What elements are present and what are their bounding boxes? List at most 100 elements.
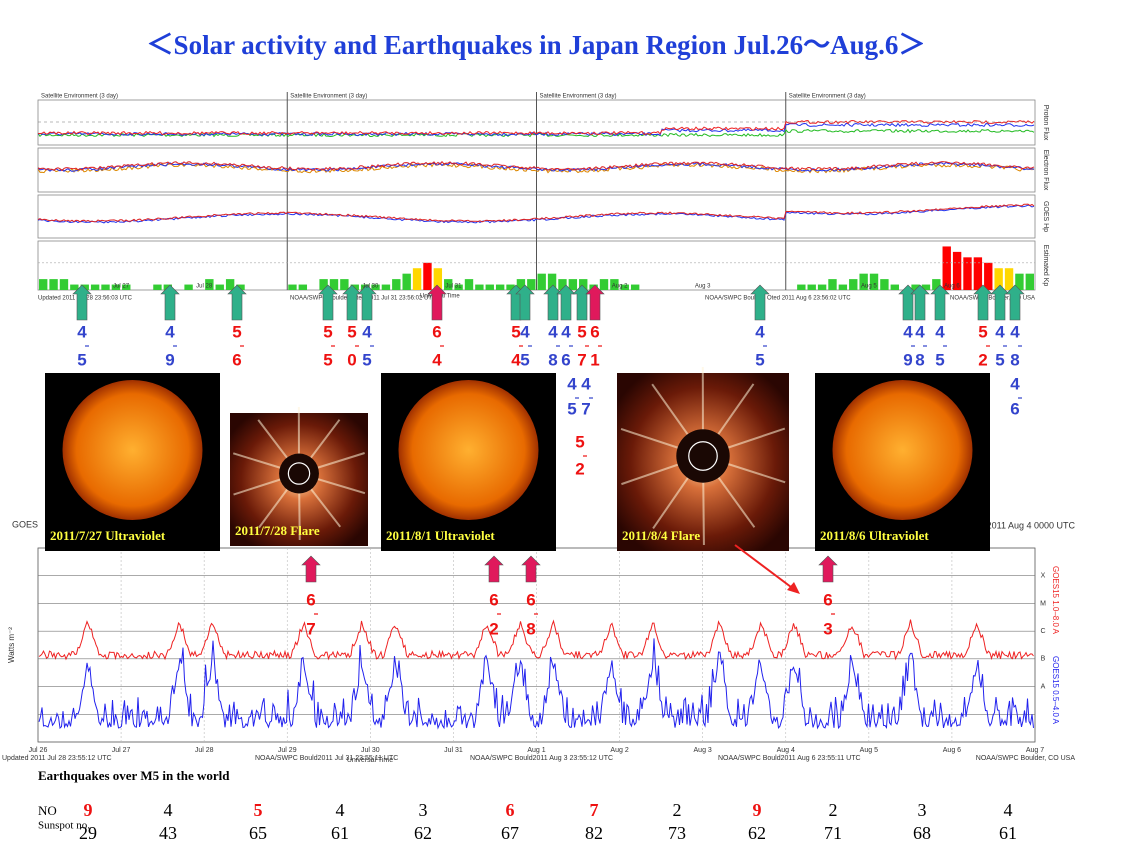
quake-mag-int: 5 xyxy=(575,432,584,451)
flare-mag-int: 6 xyxy=(823,590,832,609)
quake-mag-int: 4 xyxy=(995,322,1005,341)
kp-bar xyxy=(599,279,609,290)
kp-bar xyxy=(932,279,941,290)
kp-bar xyxy=(558,279,567,290)
kp-bar xyxy=(454,284,463,290)
flux-trace xyxy=(37,122,1035,137)
table-cell: 3 xyxy=(918,800,927,820)
table-cell: 61 xyxy=(999,823,1017,843)
day-label: Jul 28 xyxy=(196,284,213,290)
sun-disc xyxy=(62,380,203,520)
kp-bar xyxy=(371,284,380,290)
table-cell: 9 xyxy=(84,800,93,820)
quake-mag-int: 4 xyxy=(548,322,558,341)
table-cell: 43 xyxy=(159,823,177,843)
day-label: Jul 28 xyxy=(195,747,214,754)
quake-mag-dec: 2 xyxy=(978,350,987,369)
table-cell: 4 xyxy=(1004,800,1013,820)
day-label: Jul 27 xyxy=(113,284,130,290)
quake-mag-dec: 8 xyxy=(915,350,924,369)
table-cell: 71 xyxy=(824,823,842,843)
xray-footer: NOAA/SWPC Boulder, CO USA xyxy=(976,755,1076,762)
flare-arrow xyxy=(818,555,838,583)
table-cell: 62 xyxy=(748,823,766,843)
flare-pointer xyxy=(734,544,796,591)
flare-class: C xyxy=(1040,628,1045,635)
day-label: Jul 26 xyxy=(29,747,48,754)
panel-label: Electron Flux xyxy=(1042,150,1049,191)
kp-bar xyxy=(184,284,193,290)
sun-outline xyxy=(287,462,311,485)
table-cell: 5 xyxy=(254,800,263,820)
kp-bar xyxy=(911,284,920,290)
xray-footer: NOAA/SWPC Bould2011 Aug 3 23:55:12 UTC xyxy=(470,755,613,762)
table-cell: 67 xyxy=(501,823,519,843)
table-cell: 4 xyxy=(336,800,345,820)
quake-arrow xyxy=(427,284,447,321)
quake-mag-int: 4 xyxy=(1010,322,1020,341)
kp-bar xyxy=(1004,268,1014,290)
day-label: Aug 1 xyxy=(527,747,545,754)
kp-bar xyxy=(90,284,100,290)
day-label: Aug 4 xyxy=(777,747,795,754)
quake-arrow xyxy=(72,284,92,321)
image-caption: 2011/8/4 Flare xyxy=(622,528,700,543)
flare-class: B xyxy=(1041,656,1046,663)
table-cell: 7 xyxy=(590,800,599,820)
flare-mag-int: 6 xyxy=(306,590,315,609)
table-cell: 2 xyxy=(673,800,682,820)
quake-mag-int: 4 xyxy=(1010,374,1020,393)
kp-bar xyxy=(122,284,131,290)
quake-mag-dec: 4 xyxy=(432,350,442,369)
flare-mag-int: 6 xyxy=(526,590,535,609)
kp-bar xyxy=(215,284,224,290)
flare-mag-dec: 3 xyxy=(823,619,832,638)
kp-bar xyxy=(797,284,806,290)
day-label: Jul 29 xyxy=(278,747,297,754)
day-label: Jul 30 xyxy=(361,747,380,754)
flare-mag-dec: 8 xyxy=(526,619,535,638)
table-cell: 9 xyxy=(753,800,762,820)
quake-mag-dec: 7 xyxy=(581,399,590,418)
quake-mag-dec: 2 xyxy=(575,459,584,478)
flare-pointer-head xyxy=(787,582,800,594)
quake-arrow xyxy=(930,284,950,321)
table-cell: 65 xyxy=(249,823,267,843)
flare-arrow xyxy=(521,555,541,583)
kp-bar xyxy=(527,279,536,290)
table-cell: 82 xyxy=(585,823,603,843)
quake-arrow xyxy=(342,284,362,321)
kp-bar xyxy=(568,279,578,290)
quake-mag-dec: 9 xyxy=(165,350,174,369)
quake-mag-dec: 5 xyxy=(520,350,529,369)
panel-label: GOES Hp xyxy=(1042,201,1049,232)
image-caption: 2011/8/1 Ultraviolet xyxy=(386,528,495,543)
image-caption: 2011/8/6 Ultraviolet xyxy=(820,528,929,543)
kp-bar xyxy=(288,284,297,290)
kp-bar xyxy=(80,284,89,290)
quake-mag-int: 4 xyxy=(581,374,591,393)
table-heading: Earthquakes over M5 in the world xyxy=(38,768,230,783)
quake-mag-dec: 4 xyxy=(511,350,521,369)
quake-mag-dec: 5 xyxy=(362,350,371,369)
kp-bar xyxy=(444,279,453,290)
kp-bar xyxy=(994,268,1003,290)
flare-mag-int: 6 xyxy=(489,590,498,609)
kp-bar xyxy=(537,273,546,290)
flux-trace xyxy=(37,203,1035,223)
kp-bar xyxy=(412,268,422,290)
kp-bar xyxy=(153,284,162,290)
xray-footer: Updated 2011 Jul 28 23:55:12 UTC xyxy=(2,755,112,762)
flare-class: M xyxy=(1040,600,1046,607)
kp-bar xyxy=(828,279,837,290)
kp-bar xyxy=(630,284,640,290)
kp-bar xyxy=(547,273,557,290)
kp-bar xyxy=(340,279,349,290)
kp-bar xyxy=(49,279,58,290)
panel-label: Proton Flux xyxy=(1042,105,1049,141)
kp-bar xyxy=(984,262,993,290)
kp-bar xyxy=(59,279,69,290)
quake-mag-int: 5 xyxy=(323,322,332,341)
quake-mag-dec: 5 xyxy=(567,399,576,418)
kp-bar xyxy=(921,284,931,290)
